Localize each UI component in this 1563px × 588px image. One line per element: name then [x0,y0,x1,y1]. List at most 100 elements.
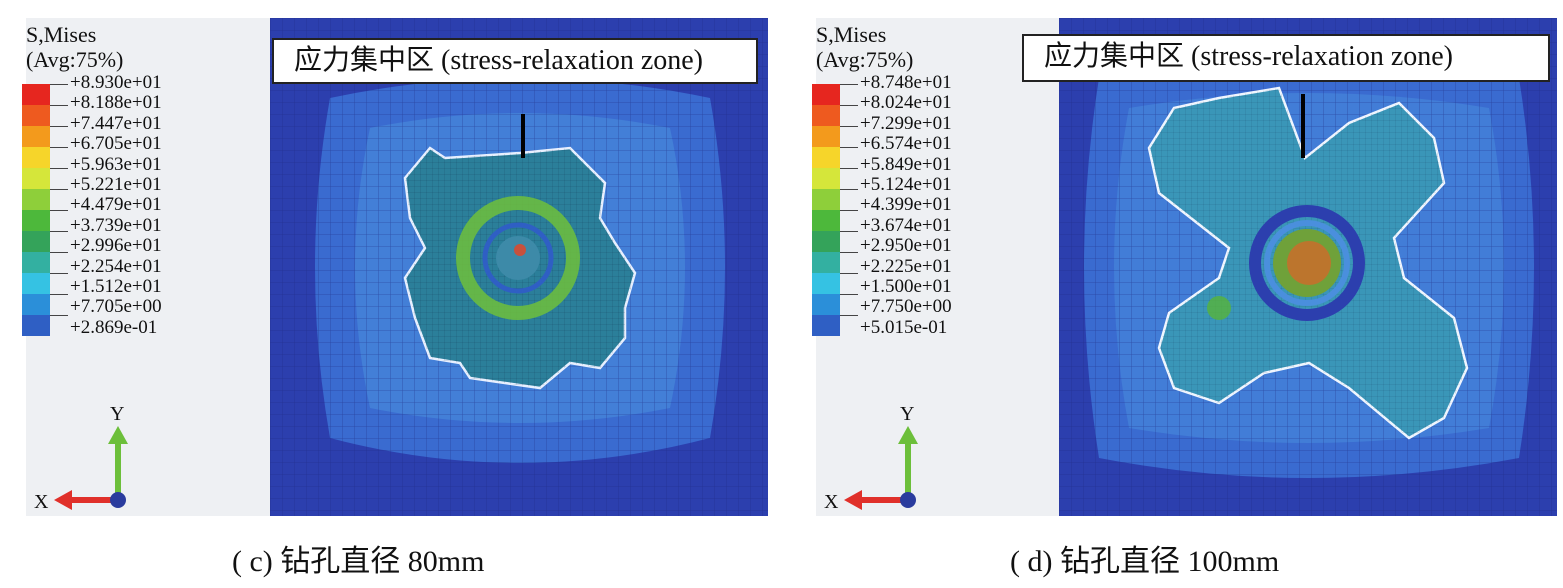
scale-label: +5.963e+01 [70,153,162,175]
figure-panel-d: S,Mises (Avg:75%) +8.748e+01 +8.024e+01 … [790,0,1557,588]
scale-label: +2.996e+01 [70,235,162,257]
color-swatch [812,252,840,273]
scale-tick [50,210,68,231]
scale-label: +3.739e+01 [70,214,162,236]
scale-tick [840,315,858,336]
x-axis-label: X [824,491,839,513]
color-swatch [812,189,840,210]
legend-title: S,Mises (Avg:75%) [816,22,913,72]
borehole-core [496,236,540,280]
color-swatch [812,315,840,336]
color-swatch [22,168,50,189]
triad-background [816,368,1060,516]
color-swatch [22,126,50,147]
figure-panel-c: S,Mises (Avg:75%) +8.930e+01 +8.188e+01 … [0,0,768,588]
triad-background [26,368,270,516]
color-swatch [22,189,50,210]
scale-tick [50,294,68,315]
scale-tick [840,126,858,147]
scale-tick [50,273,68,294]
color-swatch [812,105,840,126]
scale-label: +8.930e+01 [70,72,162,93]
y-axis-arrowhead [898,426,918,444]
scale-label: +5.015e-01 [860,316,948,338]
scale-tick [50,105,68,126]
scale-tick [840,252,858,273]
legend-title-line1: S,Mises [816,22,887,47]
scale-label: +8.024e+01 [860,92,952,114]
axis-triad: Y X [824,403,918,513]
scale-label: +2.225e+01 [860,255,952,277]
color-swatch [22,294,50,315]
stress-zone-callout: 应力集中区 (stress-relaxation zone) [272,38,758,84]
color-swatch [812,126,840,147]
legend-title-line2: (Avg:75%) [816,47,914,72]
color-scale-labels: +8.748e+01 +8.024e+01 +7.299e+01 +6.574e… [860,72,952,338]
y-axis-label: Y [110,403,124,425]
scale-tick [840,147,858,168]
stress-zone-callout: 应力集中区 (stress-relaxation zone) [1022,34,1550,82]
green-patch [1207,296,1231,320]
scale-label: +6.574e+01 [860,133,952,155]
color-swatch [812,231,840,252]
scale-tick [50,126,68,147]
blue-outer-ring [1249,205,1365,321]
z-axis-dot [900,492,916,508]
scale-tick [50,147,68,168]
scale-label: +1.500e+01 [860,276,952,298]
caption-c: ( c) 钻孔直径 80mm [232,545,485,578]
scale-tick [840,231,858,252]
scale-label: +5.221e+01 [70,174,162,196]
x-axis-arrowhead [844,490,862,510]
stress-contour-plot [270,18,768,516]
scale-label: +1.512e+01 [70,276,162,298]
color-swatch [22,84,50,105]
scale-label: +2.950e+01 [860,235,952,257]
color-swatch [22,273,50,294]
color-swatch [812,168,840,189]
light-inner-ring [1264,220,1350,306]
scale-tick [50,84,68,105]
scale-tick [50,168,68,189]
color-swatch [812,84,840,105]
scale-label: +2.254e+01 [70,255,162,277]
color-swatch [812,147,840,168]
color-scale-bar [812,84,840,336]
y-axis-label: Y [900,403,914,425]
caption-d: ( d) 钻孔直径 100mm [1010,545,1280,578]
scale-label: +7.299e+01 [860,112,952,134]
color-swatch [22,105,50,126]
legend-background [26,18,270,368]
scale-label: +7.750e+00 [860,296,952,318]
legend-title: S,Mises (Avg:75%) [26,22,123,72]
scale-tick [840,294,858,315]
color-scale-labels: +8.930e+01 +8.188e+01 +7.447e+01 +6.705e… [70,72,162,338]
color-swatch [22,210,50,231]
scale-label: +3.674e+01 [860,214,952,236]
scale-tick [50,252,68,273]
scale-label: +4.399e+01 [860,194,952,216]
color-swatch [22,147,50,168]
stress-contour-plot [1059,18,1557,516]
scale-label: +5.849e+01 [860,153,952,175]
scale-label: +2.869e-01 [70,316,158,338]
scale-tick [50,231,68,252]
color-swatch [812,294,840,315]
color-scale-ticks [50,84,68,336]
z-axis-dot [110,492,126,508]
red-hotspot [1287,241,1331,285]
blue-inner-ring [482,222,554,294]
color-swatch [812,210,840,231]
x-axis-label: X [34,491,49,513]
y-axis-arrowhead [108,426,128,444]
green-stress-ring [456,196,580,320]
scale-tick [840,105,858,126]
color-swatch [22,231,50,252]
axis-triad: Y X [34,403,128,513]
scale-tick [840,84,858,105]
scale-tick [840,210,858,231]
scale-label: +4.479e+01 [70,194,162,216]
scale-tick [840,273,858,294]
scale-label: +8.748e+01 [860,72,952,93]
legend-title-line2: (Avg:75%) [26,47,124,72]
